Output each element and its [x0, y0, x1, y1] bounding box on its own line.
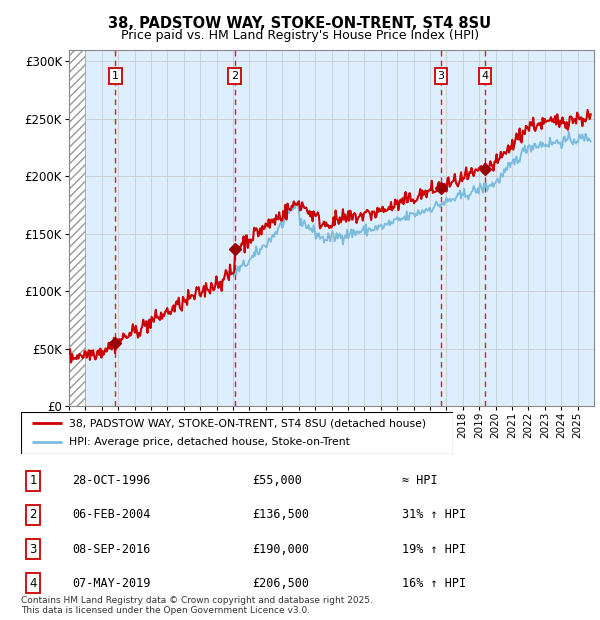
Bar [69, 50, 85, 406]
Text: £55,000: £55,000 [252, 474, 302, 487]
Text: £136,500: £136,500 [252, 508, 309, 521]
Text: 08-SEP-2016: 08-SEP-2016 [72, 542, 151, 556]
Text: 07-MAY-2019: 07-MAY-2019 [72, 577, 151, 590]
Text: 3: 3 [29, 542, 37, 556]
Text: 4: 4 [481, 71, 488, 81]
Text: Contains HM Land Registry data © Crown copyright and database right 2025.
This d: Contains HM Land Registry data © Crown c… [21, 596, 373, 615]
Text: 38, PADSTOW WAY, STOKE-ON-TRENT, ST4 8SU: 38, PADSTOW WAY, STOKE-ON-TRENT, ST4 8SU [109, 16, 491, 31]
Text: 1: 1 [29, 474, 37, 487]
Text: £190,000: £190,000 [252, 542, 309, 556]
Text: 31% ↑ HPI: 31% ↑ HPI [402, 508, 466, 521]
Text: £206,500: £206,500 [252, 577, 309, 590]
Text: 3: 3 [437, 71, 445, 81]
Text: 16% ↑ HPI: 16% ↑ HPI [402, 577, 466, 590]
Text: 19% ↑ HPI: 19% ↑ HPI [402, 542, 466, 556]
Text: 28-OCT-1996: 28-OCT-1996 [72, 474, 151, 487]
Text: 2: 2 [29, 508, 37, 521]
Text: 06-FEB-2004: 06-FEB-2004 [72, 508, 151, 521]
Text: 1: 1 [112, 71, 119, 81]
Text: 2: 2 [231, 71, 238, 81]
Text: 4: 4 [29, 577, 37, 590]
Text: 38, PADSTOW WAY, STOKE-ON-TRENT, ST4 8SU (detached house): 38, PADSTOW WAY, STOKE-ON-TRENT, ST4 8SU… [68, 418, 425, 428]
Text: ≈ HPI: ≈ HPI [402, 474, 437, 487]
Text: Price paid vs. HM Land Registry's House Price Index (HPI): Price paid vs. HM Land Registry's House … [121, 29, 479, 42]
Text: HPI: Average price, detached house, Stoke-on-Trent: HPI: Average price, detached house, Stok… [68, 437, 349, 447]
